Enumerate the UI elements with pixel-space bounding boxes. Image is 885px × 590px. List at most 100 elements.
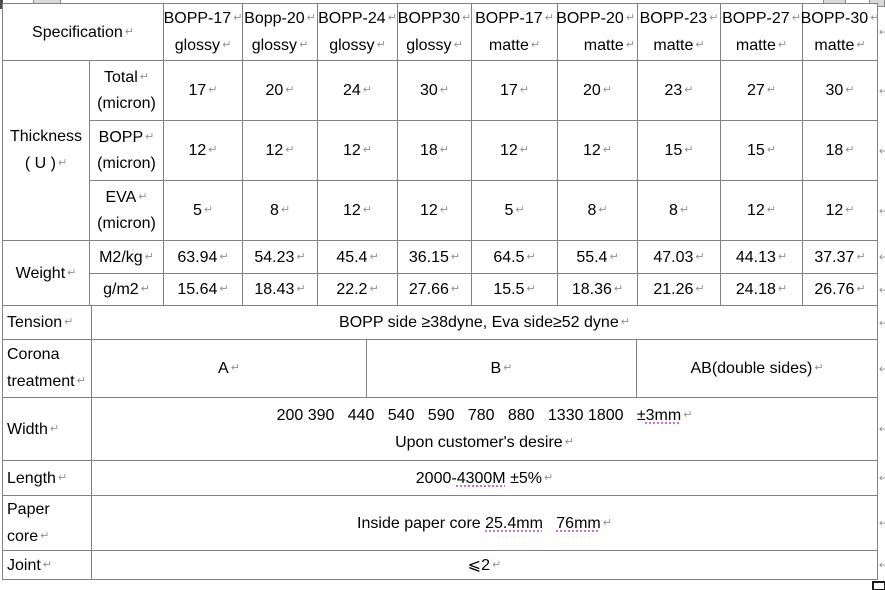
row-label-gm2[interactable]: g/m2 ↵ bbox=[90, 274, 164, 305]
value-cell[interactable]: 5 ↵ bbox=[472, 181, 558, 240]
header-col-bopp24-glossy[interactable]: BOPP-24 ↵ glossy ↵ bbox=[318, 4, 398, 60]
value-cell[interactable]: 15.64 ↵ bbox=[164, 274, 243, 305]
value-cell[interactable]: 26.76 ↵ bbox=[803, 274, 877, 305]
corona-option-a-cell[interactable]: A ↵ bbox=[92, 340, 367, 397]
tension-value-cell[interactable]: BOPP side ≥38dyne, Eva side≥52 dyne ↵ bbox=[92, 306, 877, 339]
paragraph-mark-icon: ↵ bbox=[208, 84, 218, 96]
paragraph-mark-icon: ↵ bbox=[140, 283, 150, 295]
value-cell[interactable]: 18.43 ↵ bbox=[243, 274, 318, 305]
paragraph-mark-icon: ↵ bbox=[777, 283, 788, 295]
row-label-bopp[interactable]: BOPP ↵ (micron) bbox=[90, 121, 164, 180]
value-cell[interactable]: 12 ↵ bbox=[558, 121, 638, 180]
value-cell[interactable]: 24.18 ↵ bbox=[721, 274, 803, 305]
value: 8 bbox=[269, 202, 279, 219]
value-cell[interactable]: 54.23 ↵ bbox=[243, 241, 318, 273]
value-cell[interactable]: 30 ↵ bbox=[398, 61, 472, 120]
tension-label-cell[interactable]: Tension ↵ bbox=[3, 306, 92, 339]
table-resize-handle[interactable] bbox=[872, 581, 885, 590]
clipped-edge-fragment-icon bbox=[0, 0, 3, 9]
tension-value: BOPP side ≥38dyne, Eva side≥52 dyne bbox=[339, 314, 619, 331]
value-cell[interactable]: 55.4 ↵ bbox=[558, 241, 638, 273]
header-col-bopp20-matte[interactable]: BOPP-20 ↵ matte ↵ bbox=[556, 4, 638, 60]
value-cell[interactable]: 45.4 ↵ bbox=[318, 241, 398, 273]
row-end-mark-icon: ↵ bbox=[878, 205, 885, 217]
label-text: EVA bbox=[105, 189, 137, 206]
row-label-total[interactable]: Total ↵ (micron) bbox=[90, 61, 164, 120]
value-cell[interactable]: 15 ↵ bbox=[638, 121, 721, 180]
weight-label-cell[interactable]: Weight ↵ bbox=[3, 241, 90, 305]
value-cell[interactable]: 17 ↵ bbox=[472, 61, 558, 120]
value-cell[interactable]: 44.13 ↵ bbox=[721, 241, 803, 273]
value-cell[interactable]: 12 ↵ bbox=[803, 181, 877, 240]
value-cell[interactable]: 12 ↵ bbox=[398, 181, 472, 240]
paragraph-mark-icon: ↵ bbox=[684, 144, 694, 156]
corona-option-b-cell[interactable]: B ↵ bbox=[367, 340, 637, 397]
header-specification-cell[interactable]: Specification ↵ bbox=[3, 4, 164, 60]
value-cell[interactable]: 22.2 ↵ bbox=[318, 274, 398, 305]
value: 64.5 bbox=[493, 248, 525, 266]
paper-core-label-cell[interactable]: Paper core ↵ bbox=[3, 496, 92, 550]
value-cell[interactable]: 20 ↵ bbox=[243, 61, 318, 120]
length-value-cell[interactable]: 2000-4300M ±5% ↵ bbox=[92, 461, 877, 495]
value-cell[interactable]: 21.26 ↵ bbox=[638, 274, 721, 305]
value-cell[interactable]: 8 ↵ bbox=[638, 181, 721, 240]
paragraph-mark-icon: ↵ bbox=[492, 558, 502, 571]
corona-option-ab-cell[interactable]: AB(double sides) ↵ bbox=[637, 340, 877, 397]
value-cell[interactable]: 5 ↵ bbox=[164, 181, 243, 240]
value-cell[interactable]: 18 ↵ bbox=[803, 121, 877, 180]
value-cell[interactable]: 18.36 ↵ bbox=[558, 274, 638, 305]
header-col-bopp20-glossy[interactable]: Bopp-20 ↵ glossy ↵ bbox=[243, 4, 318, 60]
section-thickness: Thickness ( U ) ↵ Total ↵ (micron) 17 ↵ 20 ↵… bbox=[3, 61, 885, 241]
value-cell[interactable]: 15.5 ↵ bbox=[472, 274, 558, 305]
row-end-mark-icon: ↵ bbox=[878, 317, 885, 329]
value-cell[interactable]: 27.66 ↵ bbox=[398, 274, 472, 305]
value-cell[interactable]: 47.03 ↵ bbox=[638, 241, 721, 273]
value-cell[interactable]: 23 ↵ bbox=[638, 61, 721, 120]
width-value-cell[interactable]: 200 390 440 540 590 780 880 1330 1800 ±3… bbox=[92, 398, 877, 460]
value-cell[interactable]: 36.15 ↵ bbox=[398, 241, 472, 273]
header-col-bopp30-matte[interactable]: BOPP-30 ↵ matte ↵ bbox=[801, 4, 880, 60]
header-col-bopp23-matte[interactable]: BOPP-23 ↵ matte ↵ bbox=[638, 4, 721, 60]
value-cell[interactable]: 12 ↵ bbox=[318, 121, 398, 180]
value-cell[interactable]: 12 ↵ bbox=[243, 121, 318, 180]
value-cell[interactable]: 12 ↵ bbox=[318, 181, 398, 240]
value-cell[interactable]: 64.5 ↵ bbox=[472, 241, 558, 273]
paper-core-value-cell[interactable]: Inside paper core 25.4mm 76mm ↵ bbox=[92, 496, 877, 550]
header-col-bopp30-glossy[interactable]: BOPP30 ↵ glossy ↵ bbox=[398, 4, 472, 60]
col-finish: glossy bbox=[329, 37, 375, 54]
value-cell[interactable]: 12 ↵ bbox=[472, 121, 558, 180]
value: 24 bbox=[342, 82, 361, 99]
paragraph-mark-icon: ↵ bbox=[362, 144, 372, 156]
value-cell[interactable]: 12 ↵ bbox=[164, 121, 243, 180]
value-cell[interactable]: 24 ↵ bbox=[318, 61, 398, 120]
paragraph-mark-icon: ↵ bbox=[856, 250, 866, 263]
value-cell[interactable]: 27 ↵ bbox=[721, 61, 803, 120]
row-label-m2kg[interactable]: M2/kg ↵ bbox=[90, 241, 164, 273]
value-cell[interactable]: 8 ↵ bbox=[558, 181, 638, 240]
joint-value-cell[interactable]: ⩽2 ↵ bbox=[92, 551, 877, 579]
value-cell[interactable]: 8 ↵ bbox=[243, 181, 318, 240]
corona-label-cell[interactable]: Corona treatment ↵ bbox=[3, 340, 92, 397]
joint-label-cell[interactable]: Joint ↵ bbox=[3, 551, 92, 579]
value-cell[interactable]: 17 ↵ bbox=[164, 61, 243, 120]
value-cell[interactable]: 12 ↵ bbox=[721, 181, 803, 240]
value-cell[interactable]: 37.37 ↵ bbox=[803, 241, 877, 273]
value-cell[interactable]: 63.94 ↵ bbox=[164, 241, 243, 273]
width-label-cell[interactable]: Width ↵ bbox=[3, 398, 92, 460]
paragraph-mark-icon: ↵ bbox=[233, 12, 243, 24]
paragraph-mark-icon: ↵ bbox=[219, 250, 229, 263]
value-cell[interactable]: 30 ↵ bbox=[803, 61, 877, 120]
paragraph-mark-icon: ↵ bbox=[299, 39, 309, 51]
paragraph-mark-icon: ↵ bbox=[450, 283, 461, 295]
value-cell[interactable]: 15 ↵ bbox=[721, 121, 803, 180]
row-label-eva[interactable]: EVA ↵ (micron) bbox=[90, 181, 164, 240]
header-col-bopp17-glossy[interactable]: BOPP-17 ↵ glossy ↵ bbox=[164, 4, 243, 60]
value-cell[interactable]: 18 ↵ bbox=[398, 121, 472, 180]
header-col-bopp27-matte[interactable]: BOPP-27 ↵ matte ↵ bbox=[721, 4, 803, 60]
thickness-label-cell[interactable]: Thickness ( U ) ↵ bbox=[3, 61, 90, 240]
header-col-bopp17-matte[interactable]: BOPP-17 ↵ matte ↵ bbox=[472, 4, 558, 60]
value: 15 bbox=[746, 142, 765, 159]
paragraph-mark-icon: ↵ bbox=[369, 283, 379, 295]
value-cell[interactable]: 20 ↵ bbox=[558, 61, 638, 120]
length-label-cell[interactable]: Length ↵ bbox=[3, 461, 92, 495]
